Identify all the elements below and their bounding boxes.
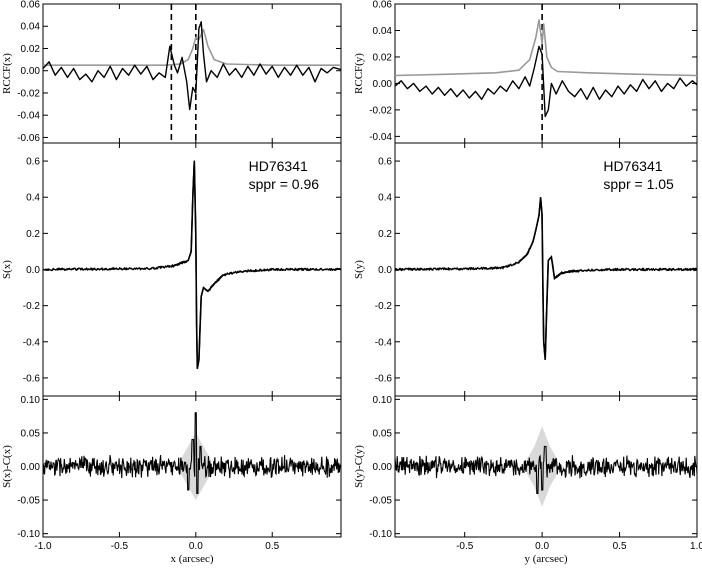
left-middle-ytick-label: -0.2 — [23, 301, 41, 312]
left-bottom-ytick-label: -0.05 — [17, 496, 40, 507]
left-bottom-xlabel: x (arcsec) — [170, 553, 213, 565]
left-top-ylabel: RCCF(x) — [1, 53, 13, 94]
right-top-ytick-label: 0.02 — [373, 52, 393, 63]
left-bottom-ytick-label: 0.10 — [21, 395, 41, 406]
left-bottom-ytick-label: 0.05 — [21, 428, 41, 439]
left-bottom-ytick-label: -0.10 — [17, 529, 40, 540]
left-bottom-xtick-label: -0.5 — [111, 541, 129, 552]
right-middle-ytick-label: 0.2 — [378, 229, 392, 240]
left-bottom-xtick-label: 0.5 — [265, 541, 279, 552]
left-top-ytick-label: -0.02 — [17, 88, 40, 99]
right-bottom-ytick-label: -0.05 — [369, 496, 392, 507]
left-bottom-ytick-label: 0.00 — [21, 462, 41, 473]
right-top-ytick-label: -0.04 — [369, 132, 392, 143]
left-middle-ylabel: S(x) — [1, 260, 13, 279]
right-middle-ytick-label: -0.2 — [375, 301, 393, 312]
left-top-ytick-label: -0.04 — [17, 111, 40, 122]
right-top-ylabel: RCCF(y) — [353, 53, 365, 94]
left-bottom-xtick-label: -1.0 — [34, 541, 52, 552]
right-bottom-xlabel: y (arcsec) — [524, 553, 567, 565]
right-bottom-xtick-label: 0.5 — [613, 541, 627, 552]
right-middle-annotation-line: sppr = 1.05 — [603, 176, 674, 192]
right-middle-center-feature — [518, 197, 574, 360]
right-bottom-xtick-label: -0.5 — [456, 541, 474, 552]
right-middle-ytick-label: 0.6 — [378, 157, 392, 168]
left-bottom-xtick-label: 0.0 — [189, 541, 203, 552]
left-middle-center-feature — [172, 161, 224, 370]
left-top-ytick-label: -0.06 — [17, 133, 40, 144]
right-bottom-xtick-label: 0.0 — [535, 541, 549, 552]
left-top-ytick-label: 0.00 — [21, 66, 41, 77]
right-bottom-ytick-label: 0.05 — [373, 428, 393, 439]
right-top-ytick-label: 0.06 — [373, 0, 393, 11]
right-bottom-ytick-label: -0.10 — [369, 529, 392, 540]
right-bottom-xtick-label: 1.0 — [690, 541, 702, 552]
left-top-series-0 — [43, 28, 341, 66]
right-middle-ylabel: S(y) — [353, 260, 365, 279]
right-middle-annotation-line: HD76341 — [603, 158, 662, 174]
right-top-ytick-label: 0.00 — [373, 79, 393, 90]
left-middle-ytick-label: 0.6 — [26, 157, 40, 168]
left-top-ytick-label: 0.06 — [21, 0, 41, 11]
left-middle-ytick-label: 0.2 — [26, 229, 40, 240]
right-top-series-1 — [395, 45, 697, 118]
left-bottom-envelope — [180, 432, 212, 501]
left-top-frame — [42, 3, 342, 144]
left-top-ytick-label: 0.02 — [21, 44, 41, 55]
left-middle-annotation-line: sppr = 0.96 — [249, 176, 320, 192]
left-middle-ytick-label: 0.4 — [26, 193, 40, 204]
left-middle-annotation-line: HD76341 — [249, 158, 308, 174]
right-middle-ytick-label: 0.4 — [378, 193, 392, 204]
left-top-series-1 — [43, 21, 341, 111]
right-top-frame — [394, 3, 698, 144]
right-middle-ytick-label: -0.6 — [375, 373, 393, 384]
left-top-ytick-label: 0.04 — [21, 22, 41, 33]
right-bottom-envelope — [526, 426, 558, 507]
right-top-ytick-label: 0.04 — [373, 26, 393, 37]
right-middle-ytick-label: -0.4 — [375, 337, 393, 348]
right-top-series-0 — [395, 19, 697, 77]
right-middle-ytick-label: 0.0 — [378, 265, 392, 276]
right-bottom-ytick-label: 0.10 — [373, 395, 393, 406]
right-bottom-ylabel: S(y)-C(y) — [353, 445, 365, 488]
left-middle-ytick-label: -0.6 — [23, 373, 41, 384]
right-top-ytick-label: -0.02 — [369, 105, 392, 116]
left-bottom-residual-line — [43, 412, 341, 494]
left-bottom-ylabel: S(x)-C(x) — [1, 445, 13, 488]
left-middle-ytick-label: 0.0 — [26, 265, 40, 276]
right-bottom-residual-line — [395, 445, 697, 494]
left-middle-ytick-label: -0.4 — [23, 337, 41, 348]
right-bottom-ytick-label: 0.00 — [373, 462, 393, 473]
